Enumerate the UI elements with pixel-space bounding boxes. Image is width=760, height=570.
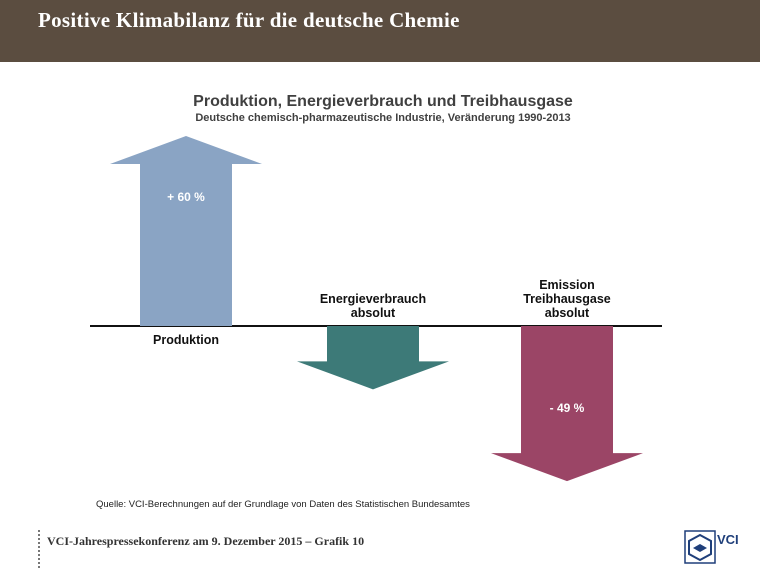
chart-subtitle: Deutsche chemisch-pharmazeutische Indust…: [195, 112, 571, 124]
value-label-2: - 20 %: [355, 309, 391, 324]
category-label-line: absolut: [544, 306, 590, 320]
vci-logo: VCI: [684, 530, 739, 564]
category-label-1: Produktion: [106, 333, 266, 347]
page-title: Positive Klimabilanz für die deutsche Ch…: [38, 8, 460, 32]
chart-title: Produktion, Energieverbrauch und Treibha…: [193, 93, 573, 110]
arrow-bar-3: [491, 326, 643, 482]
vci-logo-text: VCI: [717, 532, 739, 547]
category-label-line: Produktion: [153, 333, 219, 347]
category-label-line: Emission: [539, 278, 595, 292]
header-bar: Positive Klimabilanz für die deutsche Ch…: [0, 0, 760, 62]
category-label-line: absolut: [350, 306, 396, 320]
value-label-3: - 49 %: [549, 401, 585, 416]
arrow-bar-1: [110, 136, 262, 326]
source-note: Quelle: VCI-Berechnungen auf der Grundla…: [96, 499, 470, 510]
category-label-line: Treibhausgase: [523, 292, 611, 306]
category-label-line: Energieverbrauch: [319, 292, 427, 306]
category-label-2: Energieverbrauch absolut: [293, 292, 453, 320]
footer-text: VCI-Jahrespressekonferenz am 9. Dezember…: [47, 534, 365, 548]
arrow-bar-2: [297, 326, 449, 390]
category-label-3: Emission Treibhausgase absolut: [487, 278, 647, 320]
footer-divider: [38, 530, 42, 568]
value-label-1: + 60 %: [167, 190, 205, 204]
